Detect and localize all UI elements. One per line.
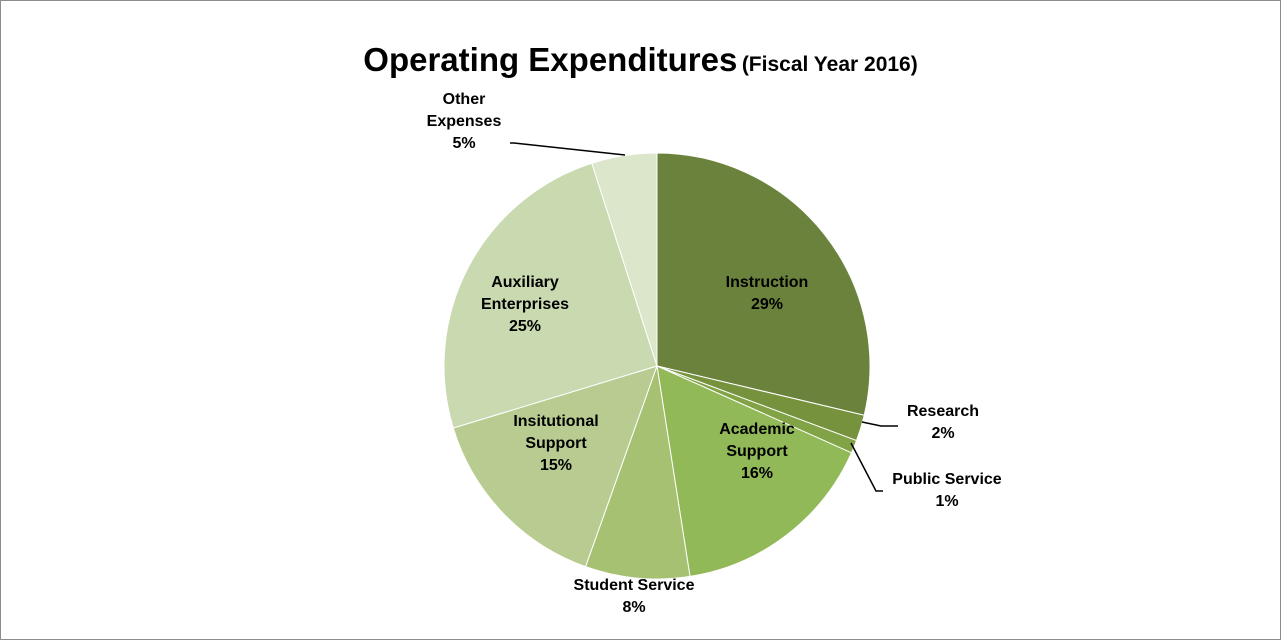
data-label-public-service: Public Service 1% — [892, 471, 1001, 510]
data-label-name: Support — [726, 443, 788, 460]
data-label-name: Insitutional — [513, 413, 598, 430]
data-label-academic-support: Academic Support 16% — [719, 421, 795, 482]
pie-slice-academic-support — [656, 365, 853, 578]
data-label-value: 1% — [935, 493, 958, 510]
data-label-instruction: Instruction 29% — [726, 274, 809, 313]
leader-line-other-expenses — [510, 142, 626, 156]
chart-title-main: Operating Expenditures — [363, 41, 738, 78]
data-label-name: Enterprises — [481, 296, 569, 313]
data-label-value: 25% — [509, 318, 541, 335]
pie-slice-auxiliary-enterprises — [443, 162, 658, 429]
chart-title: Operating Expenditures (Fiscal Year 2016… — [1, 41, 1280, 79]
data-label-name: Instruction — [726, 274, 809, 291]
data-label-auxiliary-enterprises: Auxiliary Enterprises 25% — [481, 274, 569, 335]
data-label-other-expenses: Other Expenses 5% — [427, 91, 502, 152]
data-label-name: Research — [907, 403, 979, 420]
data-label-student-service: Student Service 8% — [574, 577, 695, 616]
leader-line-research — [861, 421, 898, 427]
data-label-name: Student Service — [574, 577, 695, 594]
data-label-name: Public Service — [892, 471, 1001, 488]
data-label-value: 5% — [452, 135, 475, 152]
data-label-insitutional-support: Insitutional Support 15% — [513, 413, 598, 474]
data-label-research: Research 2% — [907, 403, 979, 442]
pie-slice-instruction — [656, 152, 871, 416]
data-label-name: Auxiliary — [491, 274, 559, 291]
data-label-value: 16% — [741, 465, 773, 482]
data-label-name: Other — [443, 91, 486, 108]
data-label-name: Support — [525, 435, 587, 452]
data-label-value: 29% — [751, 296, 783, 313]
data-label-name: Academic — [719, 421, 795, 438]
data-label-value: 2% — [931, 425, 954, 442]
data-label-value: 15% — [540, 457, 572, 474]
data-label-name: Expenses — [427, 113, 502, 130]
data-label-value: 8% — [622, 599, 645, 616]
chart-title-subtitle: (Fiscal Year 2016) — [741, 53, 918, 76]
pie-slice-insitutional-support — [452, 365, 658, 568]
pie-slice-student-service — [584, 365, 691, 580]
leader-line-public-service — [850, 442, 883, 492]
